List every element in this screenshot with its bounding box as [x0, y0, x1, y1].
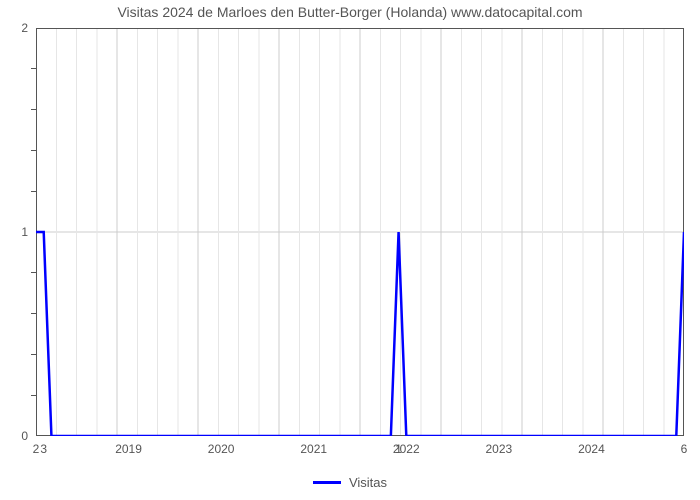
- chart-container: Visitas 2024 de Marloes den Butter-Borge…: [0, 0, 700, 500]
- data-point-label: 2: [33, 442, 40, 456]
- y-minor-tick: [31, 354, 36, 355]
- y-minor-tick: [31, 150, 36, 151]
- chart-svg: [36, 28, 684, 436]
- legend: Visitas: [0, 472, 700, 490]
- data-point-label: 1: [395, 442, 402, 456]
- x-tick-label: 2020: [208, 442, 235, 456]
- y-minor-tick: [31, 272, 36, 273]
- x-tick-label: 2021: [300, 442, 327, 456]
- legend-swatch: [313, 481, 341, 484]
- y-minor-tick: [31, 395, 36, 396]
- y-tick-label: 0: [21, 429, 28, 443]
- data-point-label: 3: [40, 442, 47, 456]
- x-tick-label: 2024: [578, 442, 605, 456]
- legend-label: Visitas: [349, 475, 387, 490]
- x-tick-label: 2019: [115, 442, 142, 456]
- y-minor-tick: [31, 68, 36, 69]
- y-minor-tick: [31, 109, 36, 110]
- y-tick-label: 2: [21, 21, 28, 35]
- y-minor-tick: [31, 313, 36, 314]
- chart-title: Visitas 2024 de Marloes den Butter-Borge…: [0, 4, 700, 20]
- y-tick-label: 1: [21, 225, 28, 239]
- plot-area: 0122019202020212022202320242316: [36, 28, 684, 436]
- data-point-label: 6: [681, 442, 688, 456]
- x-tick-label: 2023: [485, 442, 512, 456]
- y-minor-tick: [31, 191, 36, 192]
- legend-item-visitas: Visitas: [313, 475, 387, 490]
